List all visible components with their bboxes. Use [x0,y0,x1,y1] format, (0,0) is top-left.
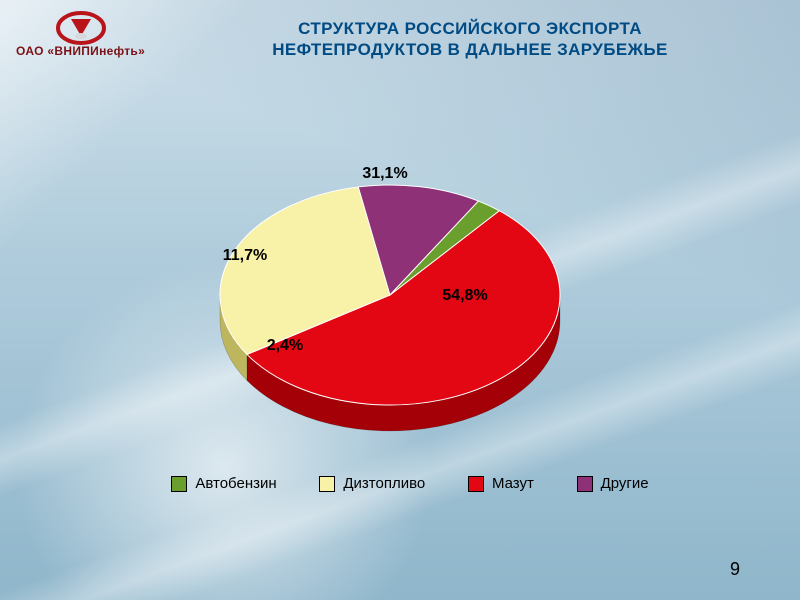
legend-item: Другие [577,475,649,492]
legend-label: Дизтопливо [343,475,425,492]
slide-root: ОАО «ВНИПИнефть» СТРУКТУРА РОССИЙСКОГО Э… [0,0,800,600]
pie-slice-label: 54,8% [442,287,487,304]
pie-slice-label: 31,1% [362,165,407,182]
legend-label: Мазут [492,475,534,492]
company-logo-icon [55,10,107,46]
company-logo-block: ОАО «ВНИПИнефть» [16,10,145,58]
title-line-2: НЕФТЕПРОДУКТОВ В ДАЛЬНЕЕ ЗАРУБЕЖЬЕ [200,39,740,60]
pie-chart: 54,8% 31,1% 11,7% 2,4% [180,140,600,475]
legend-label: Автобензин [195,475,276,492]
pie-chart-svg: 54,8% 31,1% 11,7% 2,4% [180,140,600,470]
legend-item: Автобензин [171,475,276,492]
legend-swatch [319,476,335,492]
slide-title: СТРУКТУРА РОССИЙСКОГО ЭКСПОРТА НЕФТЕПРОД… [200,18,740,61]
pie-slice-label: 2,4% [267,337,303,354]
legend-swatch [577,476,593,492]
legend-swatch [468,476,484,492]
title-line-1: СТРУКТУРА РОССИЙСКОГО ЭКСПОРТА [200,18,740,39]
legend-label: Другие [601,475,649,492]
company-name: ОАО «ВНИПИнефть» [16,44,145,58]
page-number: 9 [730,559,740,580]
legend: Автобензин Дизтопливо Мазут Другие [150,475,670,492]
legend-swatch [171,476,187,492]
legend-item: Дизтопливо [319,475,425,492]
legend-item: Мазут [468,475,534,492]
pie-slice-label: 11,7% [223,247,267,264]
